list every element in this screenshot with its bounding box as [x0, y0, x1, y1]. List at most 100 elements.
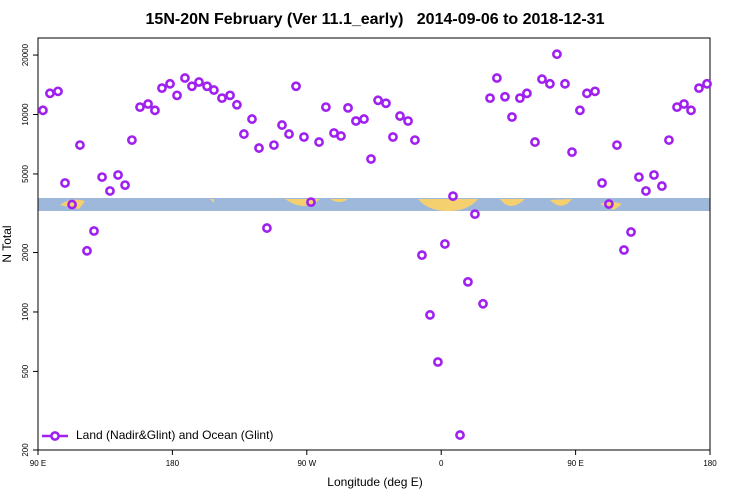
point: [306, 197, 316, 208]
y-tick-label: 200: [21, 443, 30, 457]
point: [448, 191, 458, 202]
legend-marker: [50, 431, 60, 441]
x-tick-label: 180: [166, 459, 180, 468]
point: [150, 105, 160, 116]
point: [478, 298, 488, 309]
point: [686, 105, 696, 116]
point: [232, 99, 242, 110]
point: [522, 88, 532, 99]
point: [247, 114, 257, 124]
point: [626, 227, 636, 237]
x-tick-label: 90 W: [297, 459, 316, 468]
point: [299, 132, 309, 142]
point: [105, 186, 115, 196]
point: [180, 73, 190, 83]
y-tick-label: 5000: [21, 164, 30, 182]
point: [500, 91, 510, 102]
x-tick-label: 0: [439, 459, 444, 468]
point: [455, 430, 465, 440]
x-axis-label: Longitude (deg E): [327, 475, 422, 489]
point: [359, 114, 369, 124]
point: [381, 98, 391, 109]
point: [239, 129, 249, 139]
point: [552, 49, 562, 60]
point: [657, 181, 667, 191]
map-strip: [38, 198, 710, 211]
point: [284, 129, 294, 139]
point: [410, 135, 420, 145]
point: [113, 170, 123, 180]
point: [135, 102, 145, 113]
point: [291, 81, 301, 92]
point: [314, 137, 324, 147]
y-tick-label: 500: [21, 364, 30, 378]
point: [582, 88, 592, 99]
point: [202, 81, 212, 92]
point: [560, 78, 570, 89]
x-tick-label: 90 E: [567, 459, 583, 468]
point: [75, 140, 85, 150]
point: [60, 178, 70, 188]
point: [187, 81, 197, 92]
point: [575, 105, 585, 116]
y-tick-label: 2000: [21, 243, 30, 261]
x-tick-label: 90 E: [30, 459, 46, 468]
point: [269, 140, 279, 150]
point: [209, 85, 219, 95]
point: [702, 78, 712, 89]
point: [143, 99, 153, 109]
point: [45, 88, 55, 99]
point: [694, 83, 704, 94]
point: [634, 172, 644, 182]
point: [67, 199, 77, 210]
point: [590, 86, 600, 97]
point: [567, 147, 577, 158]
point: [82, 245, 92, 256]
point: [612, 140, 622, 150]
point: [157, 83, 167, 94]
point: [664, 135, 674, 145]
point: [433, 357, 443, 367]
point: [321, 102, 331, 113]
point: [470, 209, 480, 220]
point: [172, 90, 182, 101]
point: [604, 199, 614, 209]
y-tick-label: 20000: [21, 43, 30, 66]
x-tick-label: 180: [703, 459, 717, 468]
point: [217, 93, 227, 104]
point: [336, 131, 346, 141]
point: [425, 310, 435, 320]
point: [373, 95, 383, 106]
point: [537, 74, 547, 85]
y-tick-label: 10000: [21, 103, 30, 126]
point: [545, 78, 555, 89]
chart-title: 15N-20N February (Ver 11.1_early) 2014-0…: [146, 11, 605, 28]
point: [530, 137, 540, 147]
point: [485, 93, 495, 104]
point: [395, 111, 405, 121]
point: [89, 226, 99, 236]
point: [440, 239, 450, 249]
point: [351, 116, 361, 126]
point: [194, 77, 204, 87]
point: [53, 86, 63, 97]
point: [514, 93, 525, 104]
point: [127, 135, 137, 145]
point: [38, 105, 48, 116]
point: [262, 223, 272, 233]
point: [366, 154, 376, 164]
point: [417, 250, 427, 261]
point: [97, 172, 107, 182]
y-axis-label: N Total: [0, 225, 14, 262]
point: [679, 99, 689, 109]
point: [492, 73, 502, 83]
point: [403, 116, 413, 126]
point: [619, 245, 629, 255]
point: [597, 178, 607, 188]
point: [388, 132, 398, 142]
point: [641, 186, 651, 196]
point: [463, 276, 473, 287]
point: [225, 90, 235, 101]
point: [277, 120, 287, 130]
